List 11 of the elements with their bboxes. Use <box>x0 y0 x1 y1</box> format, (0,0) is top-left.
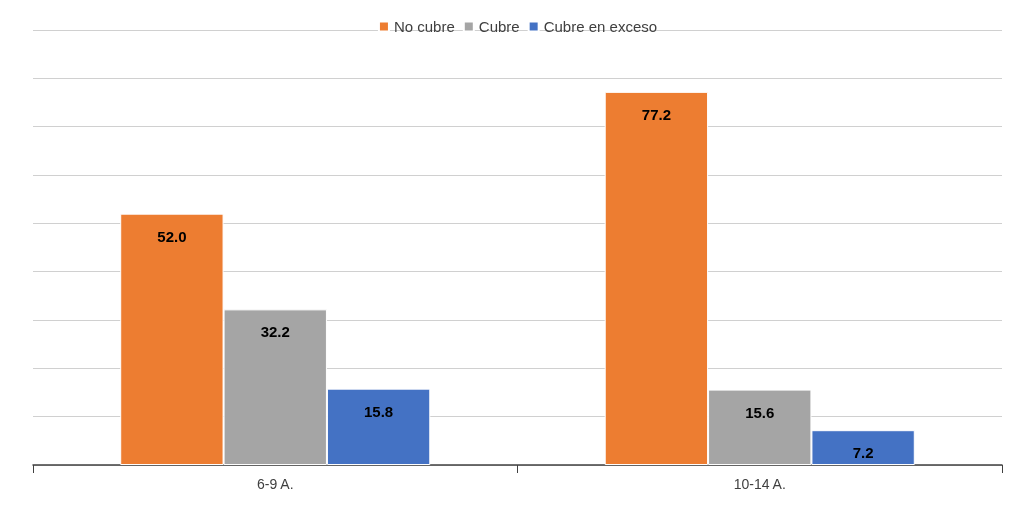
data-label: 7.2 <box>852 444 874 462</box>
x-tick-label: 10-14 A. <box>733 476 786 492</box>
data-label: 15.6 <box>745 403 775 421</box>
data-label: 32.2 <box>260 323 290 341</box>
data-label: 77.2 <box>641 105 671 123</box>
legend-label: Cubre en exceso <box>543 18 658 35</box>
data-label: 52.0 <box>157 227 187 245</box>
data-label: 15.8 <box>364 402 394 420</box>
legend-label: Cubre <box>478 18 520 35</box>
x-tick-label: 6-9 A. <box>256 476 294 492</box>
legend-label: No cubre <box>393 18 455 35</box>
